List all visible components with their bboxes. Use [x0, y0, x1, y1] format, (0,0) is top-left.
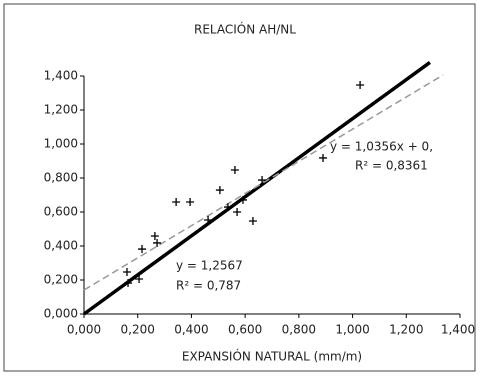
chart-title: RELACIÓN AH/NL: [194, 22, 296, 37]
y-tick-label: 0,800: [44, 171, 78, 185]
trend-line: [82, 60, 431, 316]
point: [186, 197, 195, 206]
point: [172, 197, 181, 206]
x-axis-label: EXPANSIÓN NATURAL (mm/m): [182, 349, 362, 364]
x-tick-label: 0,400: [174, 323, 208, 337]
chart-frame: [3, 3, 476, 372]
y-tick-label: 0,600: [44, 205, 78, 219]
point: [135, 274, 144, 283]
point: [233, 208, 242, 216]
y-tick-label: 0,200: [44, 273, 78, 287]
point: [238, 195, 247, 204]
point: [223, 203, 232, 212]
y-tick-label: 1,400: [44, 69, 78, 83]
x-tick-label: 0,200: [121, 323, 155, 337]
point: [215, 186, 224, 195]
point: [124, 279, 133, 288]
point: [356, 81, 365, 90]
y-tick-label: 1,000: [44, 137, 78, 151]
point: [248, 217, 257, 226]
annotation: y = 1,0356x + 0,: [330, 140, 433, 154]
point: [319, 153, 328, 162]
point: [138, 245, 147, 254]
y-tick-label: 1,200: [44, 103, 78, 117]
x-tick-label: 0,800: [282, 323, 316, 337]
x-tick-label: 0,000: [67, 323, 101, 337]
x-tick-label: 0,600: [228, 323, 262, 337]
point: [153, 238, 162, 247]
x-tick-label: 1,200: [389, 323, 423, 337]
point: [258, 176, 267, 185]
point: [230, 166, 239, 175]
x-tick-label: 1,000: [335, 323, 369, 337]
annotation: R² = 0,8361: [355, 159, 428, 173]
annotation: R² = 0,787: [176, 279, 241, 293]
point: [150, 231, 159, 240]
y-tick-label: 0,000: [44, 307, 78, 321]
annotation: y = 1,2567: [176, 259, 243, 273]
point: [204, 215, 213, 224]
y-tick-label: 0,400: [44, 239, 78, 253]
x-tick-label: 1,400: [441, 323, 475, 337]
trend-line: [83, 74, 444, 291]
point: [122, 268, 131, 277]
